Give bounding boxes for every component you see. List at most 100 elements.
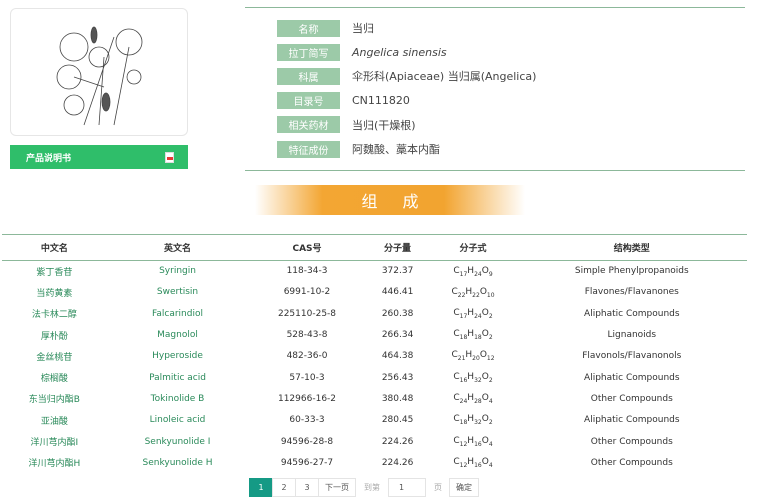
compound-en-name[interactable]: Falcarindiol xyxy=(152,308,203,319)
formula-element: H xyxy=(467,329,475,340)
formula-count: 17 xyxy=(459,270,468,278)
cas-number: 118-34-3 xyxy=(286,266,328,277)
formula-count: 32 xyxy=(474,419,482,427)
page-3-button[interactable]: 3 xyxy=(295,478,319,497)
compound-cn-name[interactable]: 东当归内酯B xyxy=(28,395,80,406)
formula-element: H xyxy=(467,265,475,276)
compound-en-name[interactable]: Syringin xyxy=(159,266,196,277)
plant-illustration xyxy=(56,26,143,126)
compound-cn-name[interactable]: 亚油酸 xyxy=(40,416,68,427)
structure-type: Aliphatic Compounds xyxy=(584,415,680,426)
table-row: 紫丁香苷 Syringin 118-34-3 372.37 C17H24O9 Simple… xyxy=(2,261,747,282)
compound-en-name[interactable]: Magnolol xyxy=(157,330,198,341)
structure-type: Other Compounds xyxy=(590,457,673,468)
compound-cn-name[interactable]: 法卡林二醇 xyxy=(31,310,77,321)
compound-cn-name[interactable]: 洋川芎内酯I xyxy=(30,438,79,449)
structure-type: Lignanoids xyxy=(607,330,657,341)
molecular-weight: 256.43 xyxy=(381,372,414,383)
formula-count: 4 xyxy=(488,397,493,405)
formula-count: 9 xyxy=(488,270,493,278)
info-value: 伞形科(Apiaceae) 当归属(Angelica) xyxy=(352,70,537,84)
molecular-weight: 280.45 xyxy=(381,415,414,426)
formula-element: O xyxy=(481,265,489,276)
page-number-input[interactable]: 1 xyxy=(388,478,426,497)
formula-element: H xyxy=(465,350,473,361)
formula-count: 32 xyxy=(474,376,482,384)
info-label: 拉丁简写 xyxy=(277,43,340,61)
formula-count: 2 xyxy=(488,376,493,384)
compound-cn-name[interactable]: 厚朴酚 xyxy=(40,331,68,342)
info-value: Angelica sinensis xyxy=(352,45,447,59)
formula-element: H xyxy=(467,307,475,318)
formula-count: 2 xyxy=(488,333,493,341)
compound-cn-name[interactable]: 金丝桃苷 xyxy=(36,352,73,363)
page-1-button[interactable]: 1 xyxy=(249,478,273,497)
molecular-formula: C12H16O4 xyxy=(429,431,516,452)
formula-count: 16 xyxy=(459,376,468,384)
compound-en-name[interactable]: Swertisin xyxy=(156,287,199,298)
formula-element: C xyxy=(453,371,460,382)
info-row: 相关药材 当归(干燥根) xyxy=(277,116,416,134)
structure-type: Aliphatic Compounds xyxy=(584,372,680,383)
molecular-weight: 224.26 xyxy=(381,436,414,447)
formula-count: 18 xyxy=(459,333,468,341)
formula-element: C xyxy=(453,307,460,318)
product-image-card xyxy=(10,8,188,136)
formula-element: H xyxy=(467,371,475,382)
info-label: 目录号 xyxy=(277,92,340,110)
table-row: 亚油酸 Linoleic acid 60-33-3 280.45 C18H32O2 Ali… xyxy=(2,410,747,431)
compound-en-name[interactable]: Tokinolide B xyxy=(150,393,205,404)
molecular-weight: 260.38 xyxy=(381,308,414,319)
info-row: 科属 伞形科(Apiaceae) 当归属(Angelica) xyxy=(277,67,536,85)
section-title: 组 成 xyxy=(255,185,525,215)
formula-element: O xyxy=(481,371,489,382)
info-panel: 名称 当归拉丁简写 Angelica sinensis 科属 伞形科(Apiaceae)… xyxy=(245,7,745,171)
formula-element: C xyxy=(451,350,458,361)
column-header: 英文名 xyxy=(164,244,192,254)
formula-element: C xyxy=(453,329,460,340)
formula-count: 22 xyxy=(472,291,480,299)
info-label: 名称 xyxy=(277,19,340,37)
formula-count: 16 xyxy=(474,461,482,469)
confirm-button[interactable]: 确定 xyxy=(449,478,479,497)
column-header: 结构类型 xyxy=(613,244,650,254)
pagination: 1 2 3 下一页 到第 1 页确定 xyxy=(249,478,479,497)
cas-number: 94596-27-7 xyxy=(280,457,334,468)
compound-en-name[interactable]: Hyperoside xyxy=(152,351,203,362)
formula-count: 2 xyxy=(488,312,493,320)
info-row: 拉丁简写 Angelica sinensis xyxy=(277,43,447,61)
formula-element: H xyxy=(467,456,475,467)
molecular-weight: 266.34 xyxy=(381,330,414,341)
cas-number: 57-10-3 xyxy=(289,372,325,383)
product-manual-button[interactable]: 产品说明书 xyxy=(10,145,188,169)
cas-number: 225110-25-8 xyxy=(277,308,337,319)
compound-en-name[interactable]: Senkyunolide H xyxy=(142,457,213,468)
formula-element: O xyxy=(481,435,489,446)
molecular-formula: C16H32O2 xyxy=(429,367,516,388)
molecular-formula: C18H18O2 xyxy=(429,324,516,345)
molecular-formula: C22H22O10 xyxy=(429,282,516,303)
page-2-button[interactable]: 2 xyxy=(272,478,296,497)
molecular-formula: C18H32O2 xyxy=(429,410,516,431)
info-label: 相关药材 xyxy=(277,116,340,134)
formula-count: 24 xyxy=(474,312,482,320)
info-row: 名称 当归 xyxy=(277,19,374,37)
formula-element: O xyxy=(481,414,489,425)
formula-element: O xyxy=(479,286,487,297)
compound-cn-name[interactable]: 紫丁香苷 xyxy=(36,267,73,278)
compound-cn-name[interactable]: 洋川芎内酯H xyxy=(28,459,81,470)
cas-number: 482-36-0 xyxy=(286,351,328,362)
compound-en-name[interactable]: Senkyunolide I xyxy=(144,436,211,447)
compound-cn-name[interactable]: 当药黄素 xyxy=(36,288,73,299)
compound-en-name[interactable]: Palmitic acid xyxy=(149,372,206,383)
formula-element: O xyxy=(479,350,487,361)
next-page-button[interactable]: 下一页 xyxy=(318,478,356,497)
formula-count: 2 xyxy=(488,419,493,427)
compound-en-name[interactable]: Linoleic acid xyxy=(149,415,206,426)
goto-suffix: 页 xyxy=(434,483,442,492)
formula-count: 16 xyxy=(474,440,482,448)
formula-element: H xyxy=(467,393,475,404)
molecular-formula: C17H24O9 xyxy=(429,261,516,282)
structure-type: Aliphatic Compounds xyxy=(584,308,680,319)
compound-cn-name[interactable]: 棕榈酸 xyxy=(40,374,68,385)
